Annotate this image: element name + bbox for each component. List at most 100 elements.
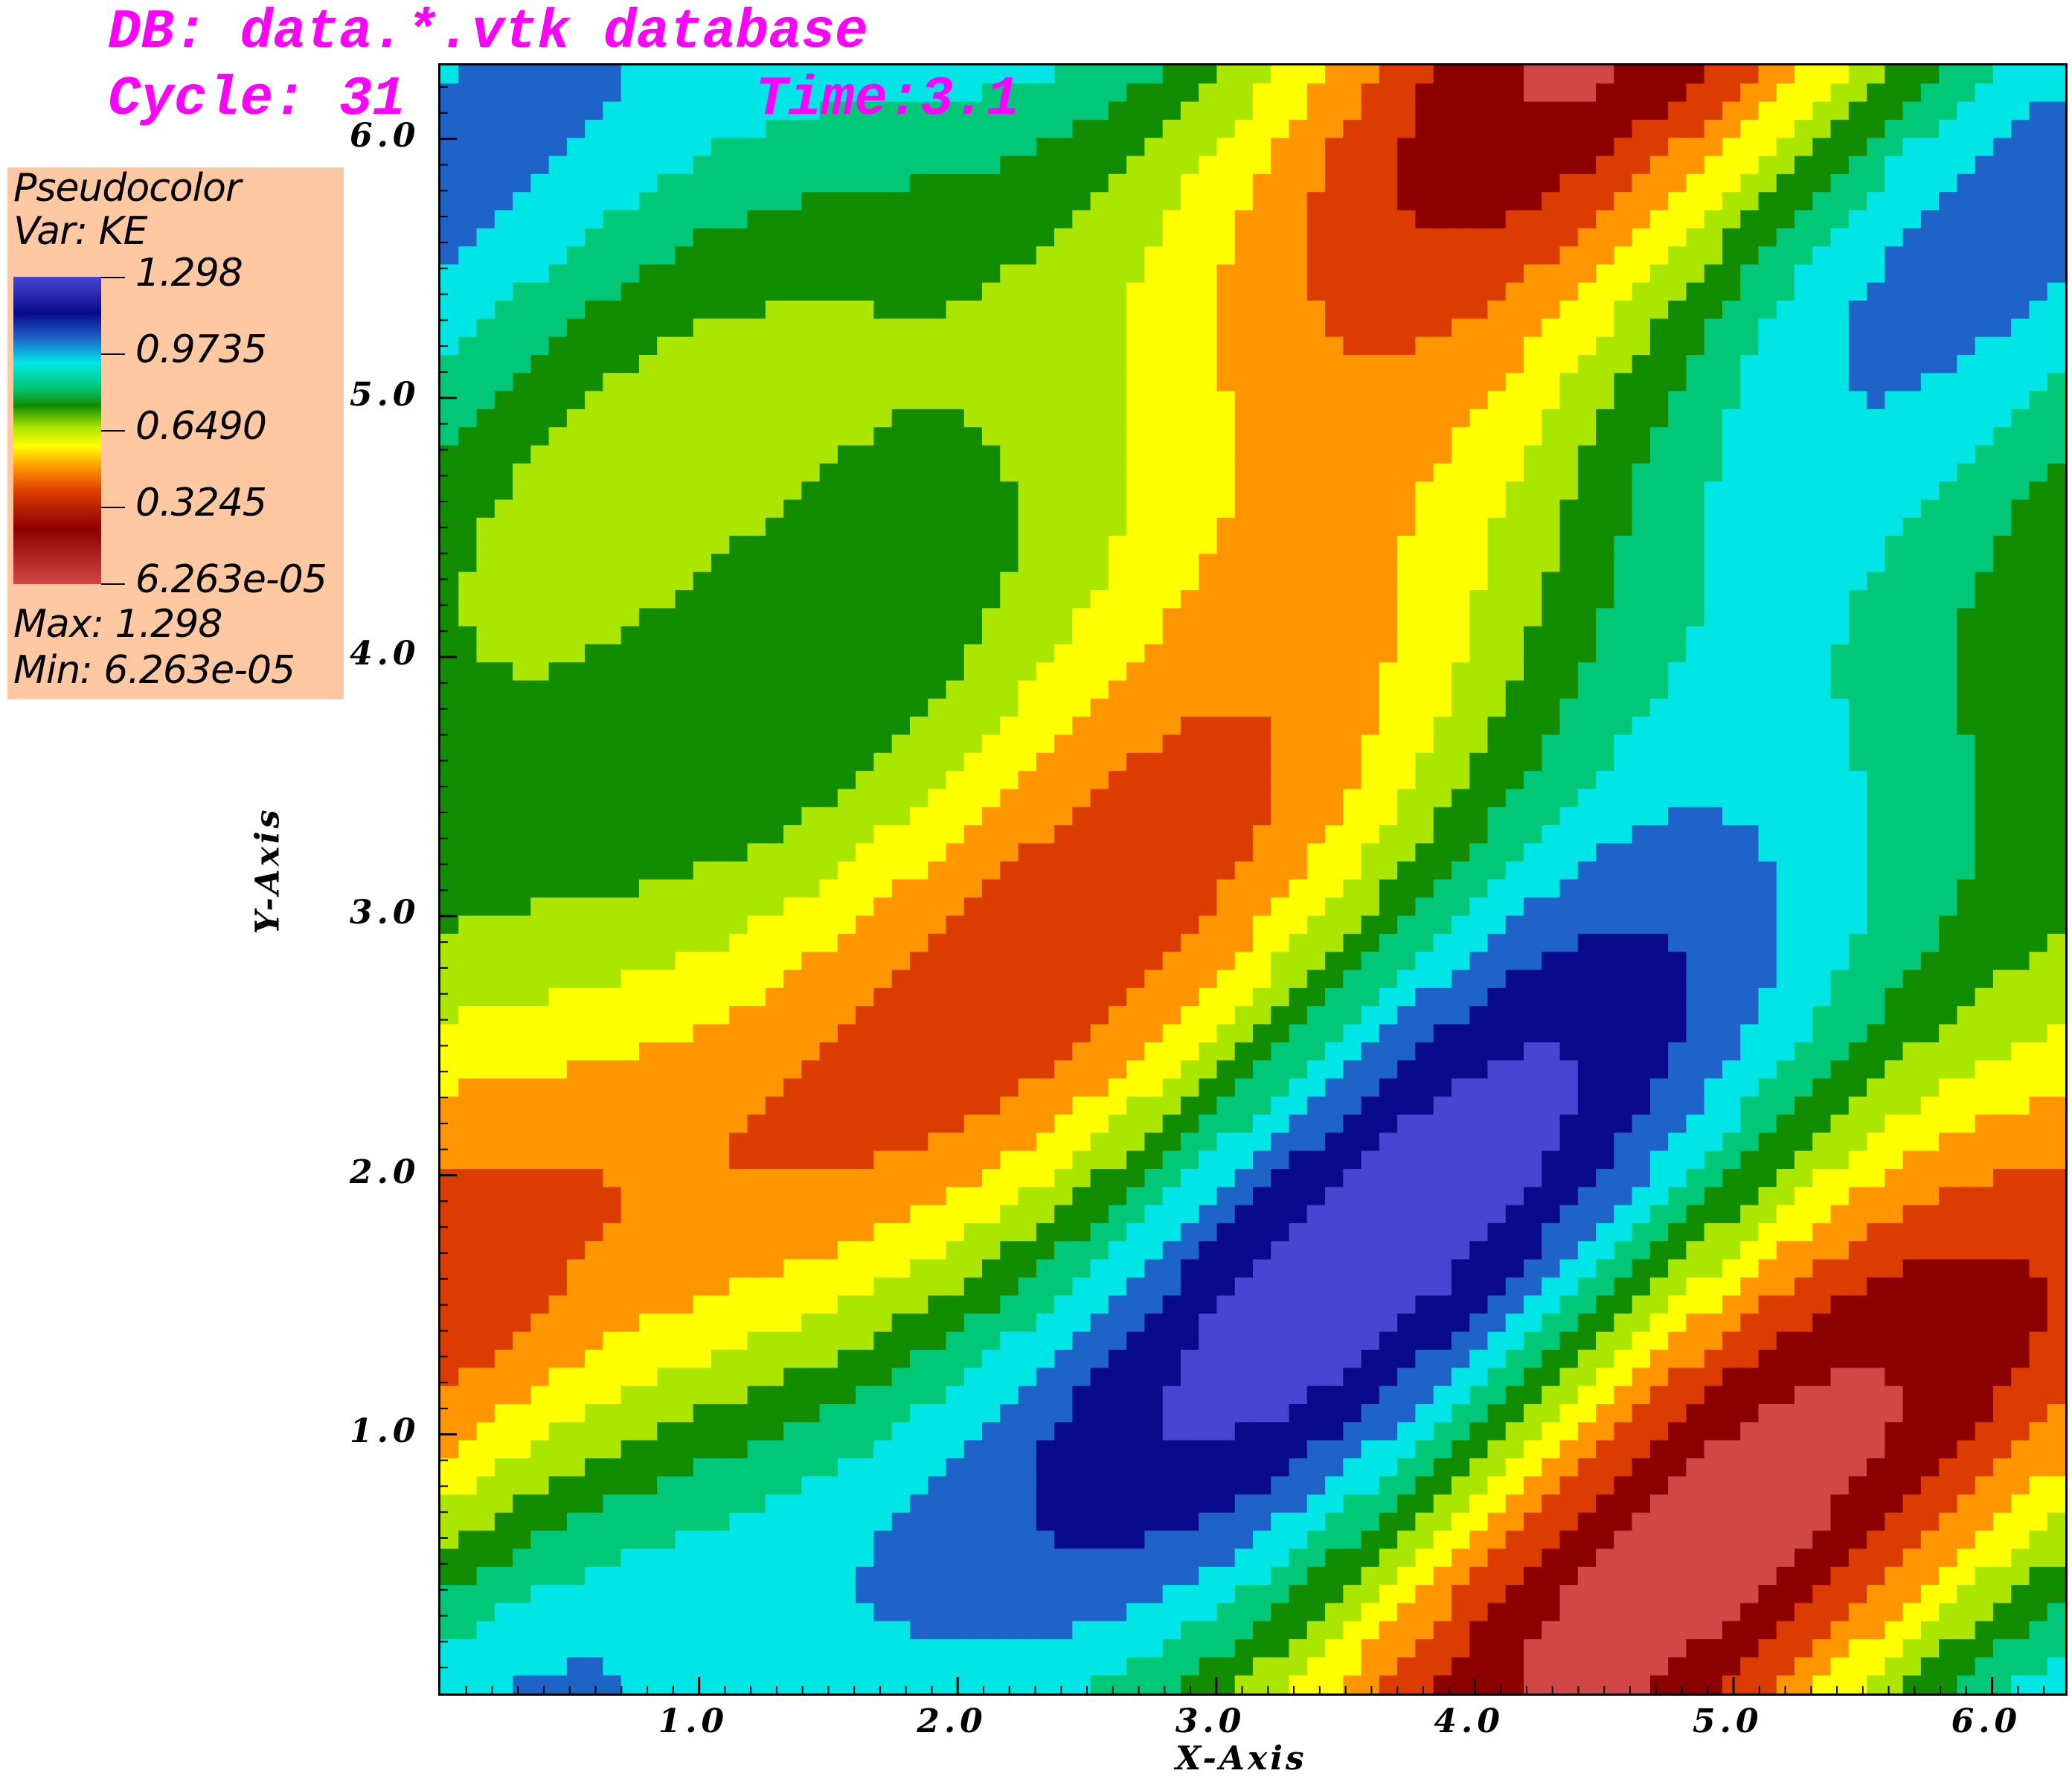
heatmap-cell <box>1559 65 1579 84</box>
heatmap-cell <box>1216 138 1236 157</box>
heatmap-cell <box>693 138 712 157</box>
heatmap-cell <box>747 173 766 193</box>
heatmap-cell <box>891 138 911 157</box>
heatmap-cell <box>1144 156 1164 175</box>
heatmap-cell <box>747 83 766 103</box>
heatmap-cell <box>513 119 531 138</box>
heatmap-cell <box>783 65 802 84</box>
heatmap-cell <box>873 119 893 138</box>
heatmap-cell <box>1596 156 1614 175</box>
heatmap-cell <box>440 173 459 193</box>
heatmap-cell <box>1036 138 1055 157</box>
heatmap-cell <box>1018 65 1037 84</box>
heatmap-cell <box>1920 119 1940 138</box>
heatmap-cell <box>1632 65 1651 84</box>
heatmap-cell <box>1668 101 1687 121</box>
heatmap-cell <box>891 173 911 193</box>
heatmap-cell <box>765 65 784 84</box>
heatmap-cell <box>801 119 821 138</box>
colorbar-tick-mark <box>101 507 125 508</box>
heatmap-cell <box>946 65 965 84</box>
heatmap-cell <box>2011 119 2030 138</box>
heatmap-cell <box>476 101 495 121</box>
heatmap-cell <box>2047 156 2065 175</box>
heatmap-cell <box>1939 119 1957 138</box>
heatmap-cell <box>530 173 550 193</box>
heatmap-cell <box>1722 119 1741 138</box>
heatmap-cell <box>747 101 766 121</box>
heatmap-cell <box>1848 119 1867 138</box>
heatmap-cell <box>856 101 874 121</box>
heatmap-cell <box>638 83 658 103</box>
heatmap-cell <box>1885 101 1904 121</box>
heatmap-cell <box>1867 138 1885 157</box>
heatmap-cell <box>1199 138 1218 157</box>
heatmap-cell <box>1054 65 1073 84</box>
heatmap-cell <box>1957 101 1976 121</box>
heatmap-cell <box>585 65 603 84</box>
heatmap-cell <box>657 156 676 175</box>
heatmap-cell <box>1180 138 1199 157</box>
heatmap-cell <box>1649 156 1669 175</box>
heatmap-cell <box>675 83 694 103</box>
heatmap-cell <box>1867 119 1885 138</box>
heatmap-cell <box>638 156 658 175</box>
heatmap-cell <box>2047 119 2065 138</box>
heatmap-cell <box>1505 101 1524 121</box>
heatmap-cell <box>783 138 802 157</box>
heatmap-cell <box>1596 83 1614 103</box>
heatmap-cell <box>1487 83 1507 103</box>
heatmap-cell <box>1469 138 1489 157</box>
heatmap-cell <box>530 83 550 103</box>
heatmap-cell <box>1758 101 1777 121</box>
heatmap-cell <box>1271 119 1290 138</box>
heatmap-cell <box>819 83 838 103</box>
heatmap-cell <box>566 138 586 157</box>
heatmap-cell <box>1758 65 1777 84</box>
heatmap-cell <box>638 101 658 121</box>
heatmap-cell <box>1957 119 1976 138</box>
heatmap-cell <box>657 138 676 157</box>
heatmap-cell <box>1162 138 1181 157</box>
heatmap-cell <box>856 65 874 84</box>
heatmap-cell <box>620 119 640 138</box>
heatmap-cell <box>1000 65 1019 84</box>
heatmap-cell <box>1072 138 1091 157</box>
heatmap-cell <box>1939 83 1957 103</box>
heatmap-cell <box>1162 65 1181 84</box>
heatmap-cell <box>1397 65 1416 84</box>
heatmap-cell <box>1216 119 1236 138</box>
heatmap-cell <box>1036 119 1055 138</box>
heatmap-cell <box>1415 65 1434 84</box>
heatmap-cell <box>530 119 550 138</box>
heatmap-cell <box>1162 101 1181 121</box>
heatmap-cell <box>1794 65 1813 84</box>
database-label: DB: data.*.vtk database <box>108 1 868 64</box>
heatmap-cell <box>1794 156 1813 175</box>
heatmap-cell <box>693 156 712 175</box>
heatmap-cell <box>1469 119 1489 138</box>
heatmap-cell <box>1704 101 1723 121</box>
heatmap-cell <box>946 156 965 175</box>
heatmap-cell <box>657 119 676 138</box>
heatmap-cell <box>494 173 513 193</box>
heatmap-cell <box>1253 101 1271 121</box>
heatmap-cell <box>837 101 856 121</box>
heatmap-cell <box>1018 119 1037 138</box>
heatmap-cell <box>1108 83 1127 103</box>
heatmap-cell <box>1216 101 1236 121</box>
heatmap-cell <box>2029 101 2048 121</box>
heatmap-cell <box>1199 83 1218 103</box>
heatmap-cell <box>693 83 712 103</box>
heatmap-cell <box>909 119 928 138</box>
heatmap-cell <box>1704 65 1723 84</box>
heatmap-cell <box>1920 156 1940 175</box>
heatmap-cell <box>693 101 712 121</box>
heatmap-cell <box>2047 65 2065 84</box>
heatmap-cell <box>1306 65 1326 84</box>
ke-heatmap <box>440 65 2065 1693</box>
heatmap-cell <box>513 83 531 103</box>
heatmap-cell <box>1451 101 1470 121</box>
heatmap-cell <box>1397 119 1416 138</box>
heatmap-cell <box>1180 101 1199 121</box>
